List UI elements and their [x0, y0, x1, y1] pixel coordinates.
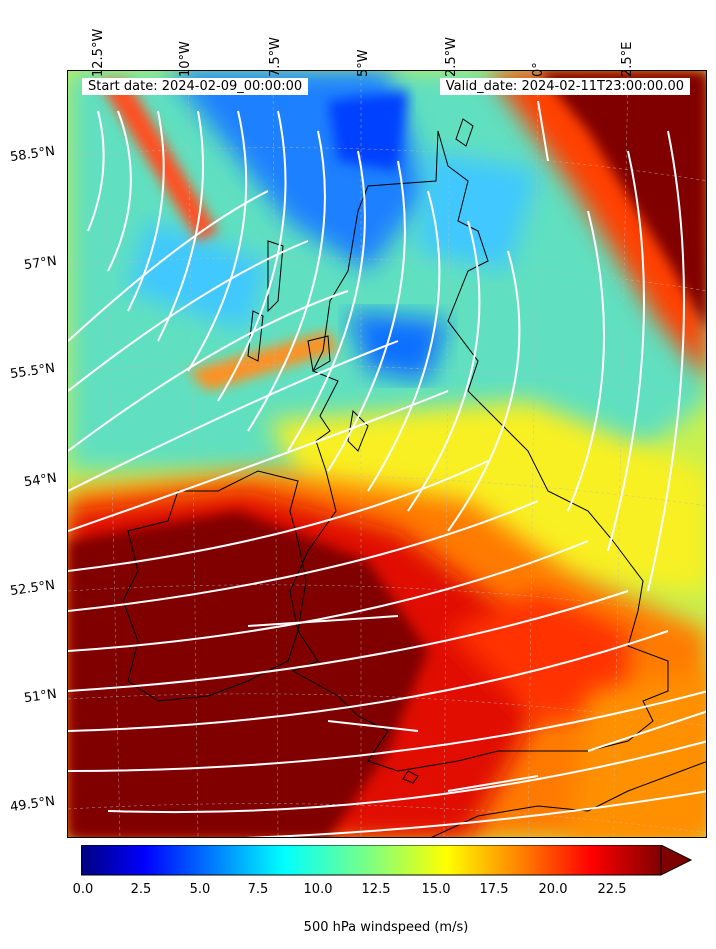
- wind-map-canvas: [68, 71, 706, 837]
- lat-label-54n: 54°N: [23, 470, 58, 491]
- colorbar-gradient: [81, 845, 662, 876]
- colorbar-tick: 5.0: [189, 882, 211, 897]
- lat-label-52-5n: 52.5°N: [9, 577, 56, 600]
- colorbar-tick: 7.5: [247, 882, 269, 897]
- valid-date-label: Valid_date: 2024-02-11T23:00:00.00: [439, 78, 690, 95]
- colorbar-tick: 22.5: [597, 882, 627, 897]
- colorbar-tick: 0.0: [72, 882, 94, 897]
- lat-label-58-5n: 58.5°N: [9, 143, 56, 166]
- lon-label-7-5w: 7.5°W: [268, 36, 283, 77]
- lon-label-5w: 5°W: [356, 49, 371, 77]
- colorbar-tick: 20.0: [538, 882, 568, 897]
- lon-label-10w: 10°W: [178, 41, 193, 77]
- colorbar: [81, 845, 693, 876]
- lon-label-12-5w: 12.5°W: [91, 28, 106, 77]
- lon-label-0: 0°: [531, 62, 546, 77]
- start-date-label: Start date: 2024-02-09_00:00:00: [82, 78, 309, 95]
- lat-label-49-5n: 49.5°N: [9, 793, 56, 816]
- colorbar-tick: 17.5: [479, 882, 509, 897]
- lat-label-55-5n: 55.5°N: [9, 360, 56, 383]
- lon-label-2-5w: 2.5°W: [444, 36, 459, 77]
- colorbar-extend-arrow: [660, 845, 693, 876]
- colorbar-tick: 2.5: [130, 882, 152, 897]
- lat-label-57n: 57°N: [23, 253, 58, 274]
- colorbar-tick: 12.5: [361, 882, 391, 897]
- lat-label-51n: 51°N: [23, 686, 58, 707]
- graticule: [68, 71, 706, 837]
- lon-label-2-5e: 2.5°E: [620, 41, 635, 77]
- colorbar-tick: 15.0: [421, 882, 451, 897]
- wind-map: [67, 70, 707, 838]
- colorbar-tick: 10.0: [303, 882, 333, 897]
- windspeed-field: [68, 71, 706, 837]
- colorbar-title: 500 hPa windspeed (m/s): [303, 920, 469, 935]
- streamlines: [68, 100, 706, 837]
